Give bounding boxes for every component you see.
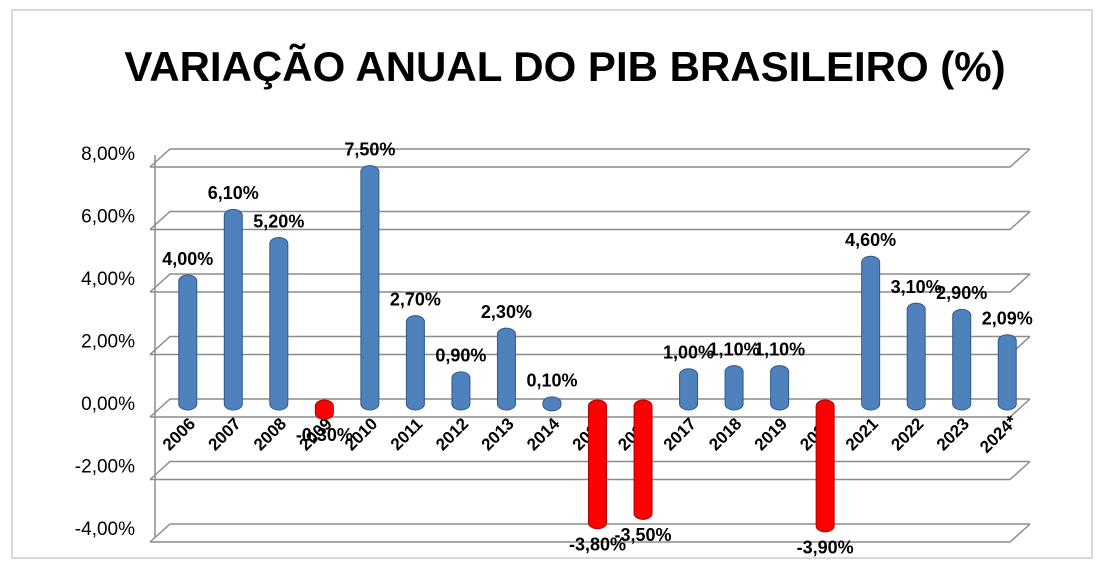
bar (269, 237, 289, 411)
bar (223, 208, 243, 411)
bar (724, 365, 744, 411)
value-label: 1,00% (663, 343, 714, 363)
value-label: 2,90% (936, 283, 987, 303)
y-tick-label: -2,00% (75, 457, 135, 478)
bar (405, 315, 425, 411)
y-tick-label: 4,00% (81, 269, 135, 290)
value-label: 2,70% (390, 289, 441, 309)
grid-line (149, 273, 1031, 293)
chart-title: VARIAÇÃO ANUAL DO PIB BRASILEIRO (%) (124, 43, 1005, 90)
bar (770, 365, 790, 411)
grid-line (149, 460, 1031, 481)
value-label: 4,00% (162, 249, 213, 269)
bar (314, 399, 334, 420)
bar (588, 399, 607, 530)
value-label: -3,90% (797, 538, 854, 558)
value-label: -3,50% (615, 525, 672, 545)
bar (360, 165, 380, 411)
bar (952, 308, 972, 411)
value-label: 6,10% (208, 183, 259, 203)
y-tick-label: 8,00% (81, 144, 135, 165)
grid-line (149, 148, 1031, 168)
grid-line (149, 210, 1031, 231)
value-label: 3,10% (891, 277, 942, 297)
y-tick-label: 2,00% (81, 332, 135, 353)
value-label: 2,09% (982, 308, 1033, 328)
y-tick-label: 0,00% (81, 394, 135, 415)
bar (997, 334, 1017, 411)
value-label: 1,10% (754, 339, 805, 359)
value-label: 1,10% (709, 339, 760, 359)
y-tick-label: -4,00% (75, 519, 135, 540)
bar (542, 396, 562, 412)
value-label: 4,60% (845, 230, 896, 250)
bar (496, 327, 516, 411)
bar (815, 399, 835, 533)
bar (861, 255, 881, 411)
value-label: 5,20% (253, 211, 304, 231)
bar (906, 302, 926, 411)
value-label: -0,30% (296, 425, 353, 445)
bar (679, 368, 699, 411)
bar (451, 371, 471, 411)
y-tick-label: 6,00% (81, 207, 135, 228)
value-label: 7,50% (344, 139, 395, 159)
grid-line (149, 523, 1031, 543)
value-label: 0,10% (526, 371, 577, 391)
value-label: -3,80% (569, 535, 626, 555)
bar (178, 274, 198, 411)
bar (633, 399, 653, 520)
value-label: 0,90% (435, 346, 486, 366)
value-label: 2,30% (481, 302, 532, 322)
